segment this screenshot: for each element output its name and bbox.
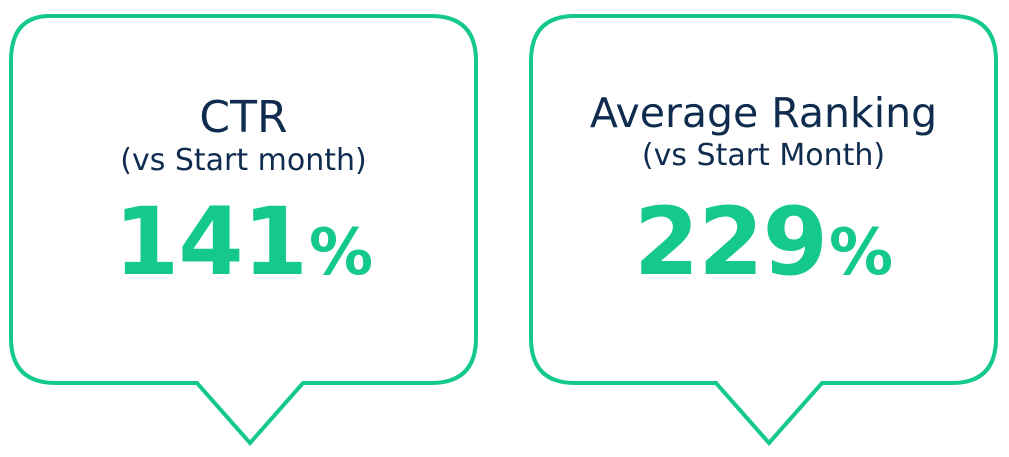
value-unit: % <box>829 216 894 290</box>
card-subtitle: (vs Start month) <box>120 143 367 178</box>
card-value: 141% <box>11 188 476 297</box>
card-title: CTR <box>199 92 288 143</box>
average-ranking-card: Average Ranking (vs Start Month) 229% <box>519 0 1009 457</box>
ctr-card: CTR (vs Start month) 141% <box>0 0 500 457</box>
speech-bubble-frame <box>9 14 478 447</box>
value-unit: % <box>309 216 374 290</box>
value-number: 229 <box>633 188 828 297</box>
value-number: 141 <box>113 188 308 297</box>
card-title: Average Ranking <box>589 89 938 137</box>
speech-bubble-frame <box>529 14 998 447</box>
card-subtitle: (vs Start Month) <box>641 138 886 173</box>
card-value: 229% <box>531 188 996 297</box>
